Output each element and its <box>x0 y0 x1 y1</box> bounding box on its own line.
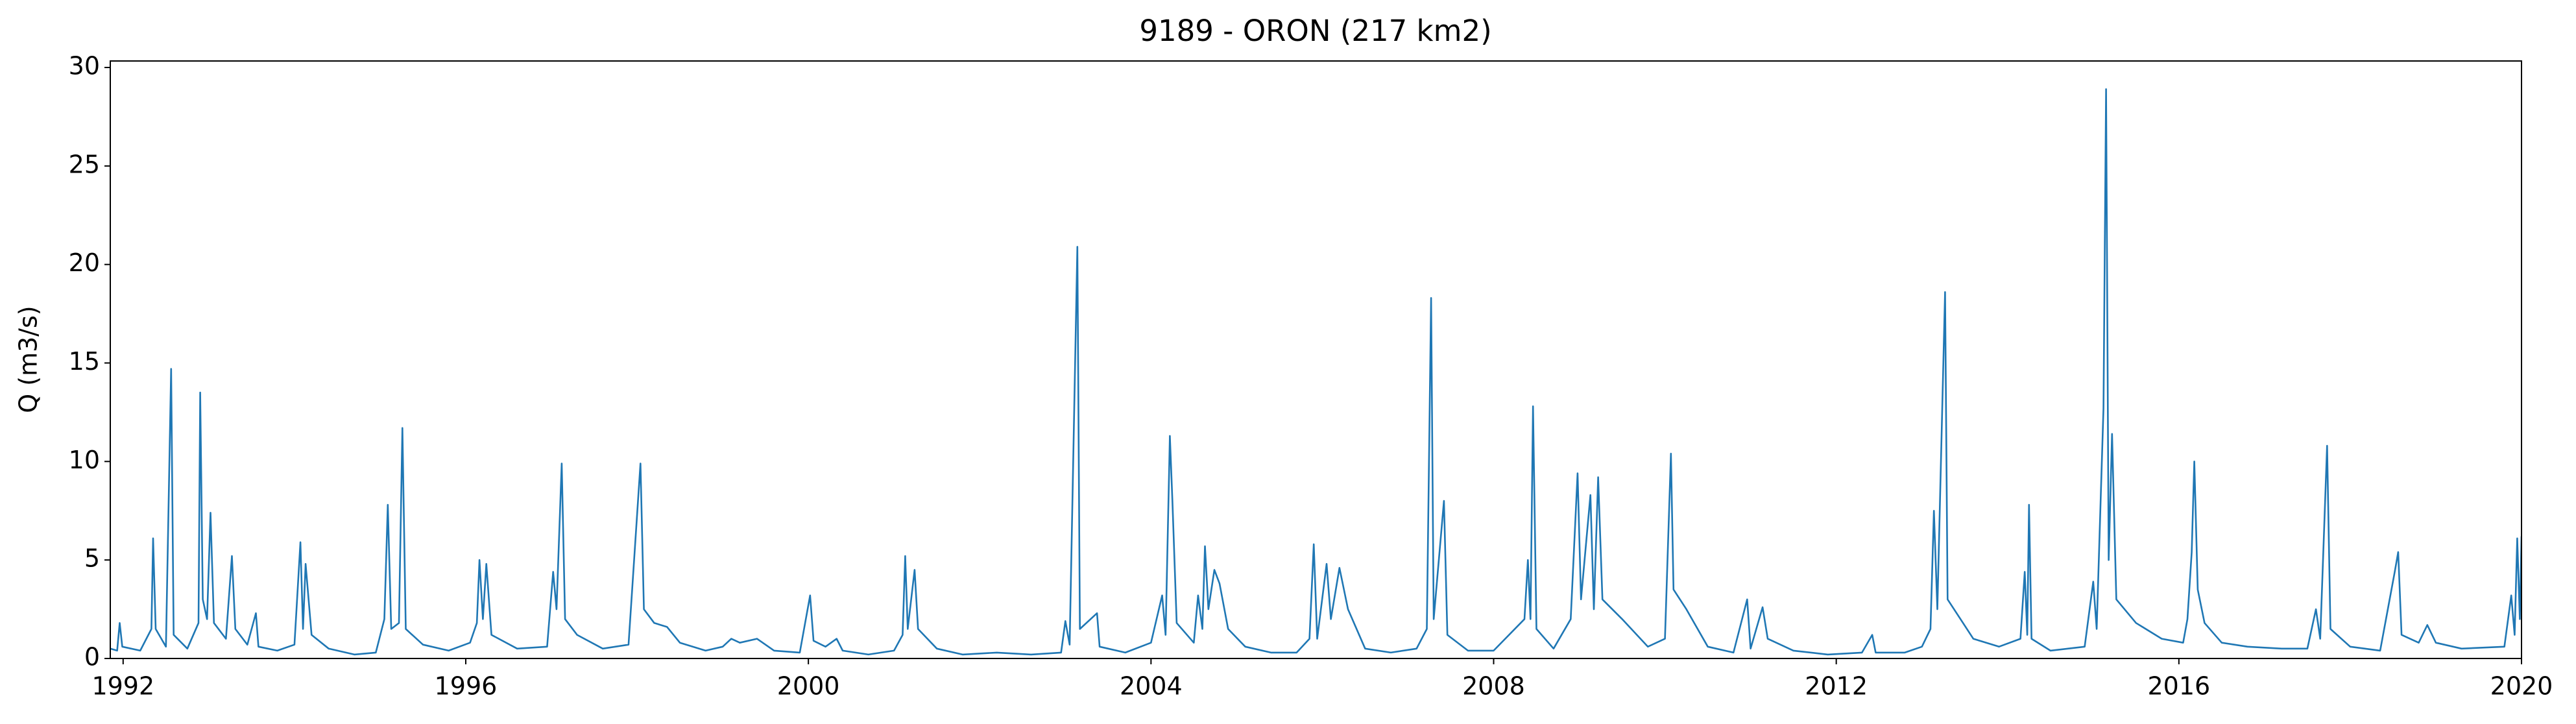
x-tick-label: 2008 <box>1462 672 1525 701</box>
x-tick-label: 2016 <box>2147 672 2210 701</box>
y-axis-label: Q (m3/s) <box>14 306 43 413</box>
y-tick-label: 15 <box>69 347 100 376</box>
x-tick-label: 2020 <box>2490 672 2553 701</box>
x-tick-label: 2000 <box>777 672 840 701</box>
line-series <box>110 88 2522 656</box>
y-tick-label: 5 <box>84 544 100 573</box>
x-tick-label: 2012 <box>1805 672 1868 701</box>
x-tick-label: 1992 <box>91 672 154 701</box>
y-tick-label: 0 <box>84 643 100 671</box>
plot-frame <box>110 60 2522 659</box>
chart-title: 9189 - ORON (217 km2) <box>1139 14 1491 48</box>
x-tick-label: 2004 <box>1120 672 1183 701</box>
y-tick-label: 10 <box>69 446 100 474</box>
x-tick-label: 1996 <box>435 672 498 701</box>
y-tick-label: 30 <box>69 52 100 80</box>
y-tick-label: 25 <box>69 150 100 178</box>
y-tick-label: 20 <box>69 248 100 277</box>
